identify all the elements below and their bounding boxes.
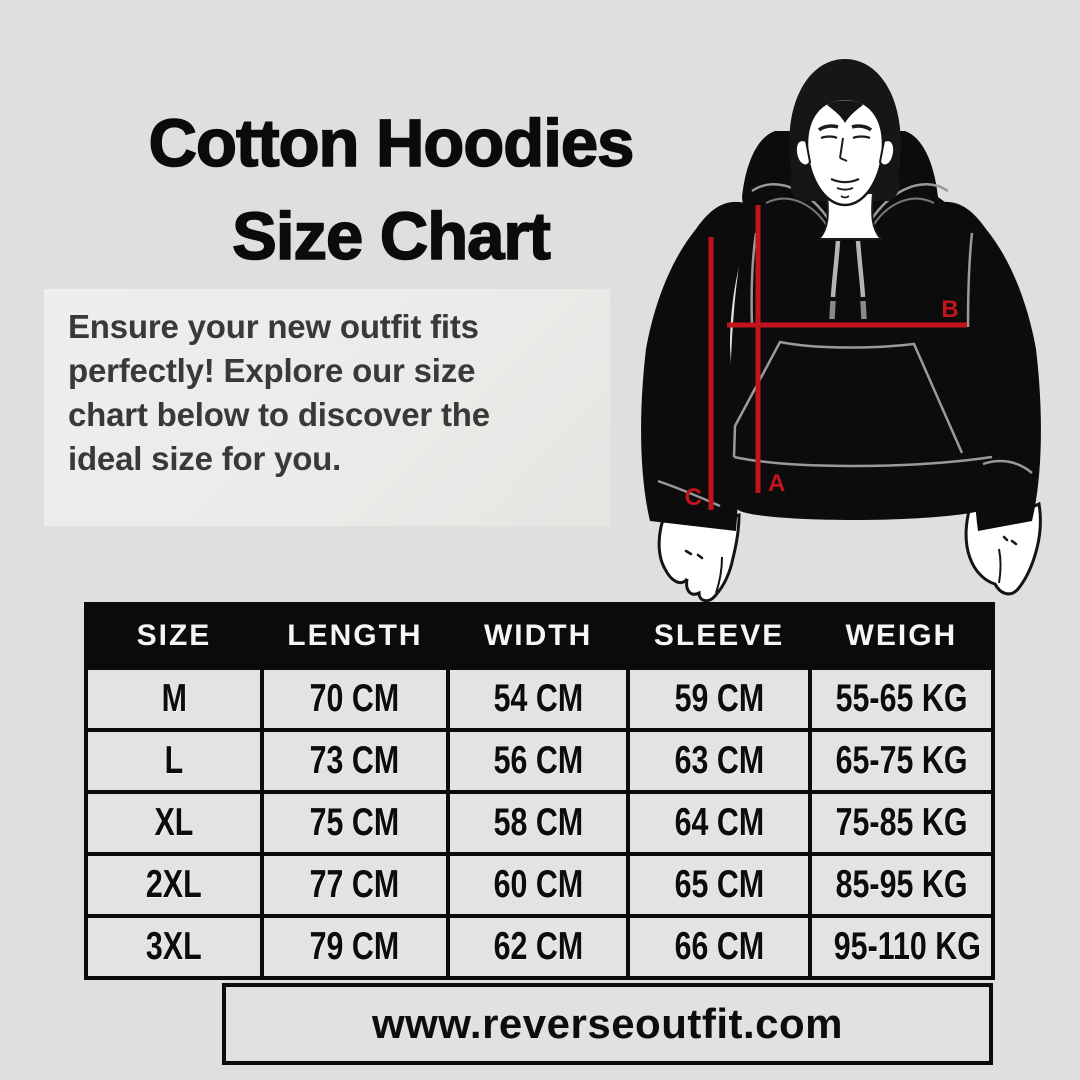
header-row: SIZE LENGTH WIDTH SLEEVE WEIGH [84, 602, 996, 670]
value-cell: 60 CM [445, 852, 631, 918]
website-banner: www.reverseoutfit.com [222, 983, 993, 1065]
value-cell: 75 CM [259, 790, 450, 856]
value-cell: 79 CM [259, 914, 450, 980]
head-drawing [789, 59, 901, 240]
cell-text: 79 CM [310, 925, 400, 968]
cell-text: 62 CM [493, 925, 583, 968]
value-cell: 75-85 KG [807, 790, 996, 856]
column-header-length: LENGTH [259, 602, 450, 670]
value-cell: 64 CM [626, 790, 812, 856]
size-cell: M [84, 666, 264, 732]
measurement-labels: A B C [685, 296, 959, 511]
size-row-3xl: 3XL 79 CM 62 CM 66 CM 95-110 KG [84, 914, 996, 980]
size-cell: L [84, 728, 264, 794]
intro-text: Ensure your new outfit fits perfectly! E… [68, 308, 490, 477]
value-cell: 62 CM [445, 914, 631, 980]
size-cell: XL [84, 790, 264, 856]
cell-text: 63 CM [674, 739, 764, 782]
cell-text: 65-75 KG [835, 739, 968, 782]
size-chart-table: SIZE LENGTH WIDTH SLEEVE WEIGH M 70 CM 54 CM 59… [84, 602, 996, 980]
value-cell: 85-95 KG [807, 852, 996, 918]
hoodie-measurement-illustration: A B C [641, 59, 1042, 603]
left-sleeve [641, 201, 762, 531]
size-row-m: M 70 CM 54 CM 59 CM 55-65 KG [84, 666, 996, 732]
value-cell: 65 CM [626, 852, 812, 918]
cell-text: L [164, 739, 184, 782]
size-table-header: SIZE LENGTH WIDTH SLEEVE WEIGH [84, 602, 996, 670]
column-header-weigh: WEIGH [807, 602, 996, 670]
cell-text: XL [154, 801, 194, 844]
left-hand-drawing [657, 508, 741, 603]
website-url: www.reverseoutfit.com [371, 1000, 844, 1047]
size-row-2xl: 2XL 77 CM 60 CM 65 CM 85-95 KG [84, 852, 996, 918]
value-cell: 54 CM [445, 666, 631, 732]
value-cell: 77 CM [259, 852, 450, 918]
cell-text: 58 CM [493, 801, 583, 844]
value-cell: 70 CM [259, 666, 450, 732]
cell-text: 54 CM [493, 677, 583, 720]
cell-text: 59 CM [674, 677, 764, 720]
right-sleeve [918, 201, 1041, 531]
intro-card: Ensure your new outfit fits perfectly! E… [44, 289, 610, 526]
cell-text: 73 CM [310, 739, 400, 782]
cell-text: 75-85 KG [835, 801, 968, 844]
cell-text: 95-110 KG [833, 925, 981, 968]
measurement-lines [708, 205, 967, 510]
label-a: A [768, 470, 785, 497]
column-header-width: WIDTH [445, 602, 631, 670]
value-cell: 73 CM [259, 728, 450, 794]
page-title-line1: Cotton Hoodies [148, 105, 635, 182]
cell-text: 55-65 KG [835, 677, 968, 720]
page-title-line2: Size Chart [231, 198, 551, 275]
value-cell: 66 CM [626, 914, 812, 980]
cell-text: 60 CM [493, 863, 583, 906]
value-cell: 59 CM [626, 666, 812, 732]
label-c: C [685, 484, 702, 511]
value-cell: 65-75 KG [807, 728, 996, 794]
column-header-sleeve: SLEEVE [626, 602, 812, 670]
size-row-xl: XL 75 CM 58 CM 64 CM 75-85 KG [84, 790, 996, 856]
cell-text: 2XL [146, 863, 202, 906]
cell-text: 56 CM [493, 739, 583, 782]
cell-text: M [161, 677, 187, 720]
cell-text: 70 CM [310, 677, 400, 720]
cell-text: 66 CM [674, 925, 764, 968]
size-row-l: L 73 CM 56 CM 63 CM 65-75 KG [84, 728, 996, 794]
cell-text: 85-95 KG [835, 863, 968, 906]
cell-text: 77 CM [310, 863, 400, 906]
value-cell: 56 CM [445, 728, 631, 794]
column-header-size: SIZE [84, 602, 264, 670]
size-cell: 2XL [84, 852, 264, 918]
page-title: Cotton Hoodies Size Chart [38, 97, 744, 283]
size-table-body: M 70 CM 54 CM 59 CM 55-65 KG L 73 CM 56 CM 63 CM… [84, 666, 996, 980]
cell-text: 75 CM [310, 801, 400, 844]
value-cell: 63 CM [626, 728, 812, 794]
cell-text: 65 CM [674, 863, 764, 906]
cell-text: 3XL [146, 925, 202, 968]
label-b: B [941, 296, 958, 323]
size-cell: 3XL [84, 914, 264, 980]
drawstrings [829, 240, 867, 320]
value-cell: 95-110 KG [807, 914, 996, 980]
value-cell: 58 CM [445, 790, 631, 856]
cell-text: 64 CM [674, 801, 764, 844]
value-cell: 55-65 KG [807, 666, 996, 732]
